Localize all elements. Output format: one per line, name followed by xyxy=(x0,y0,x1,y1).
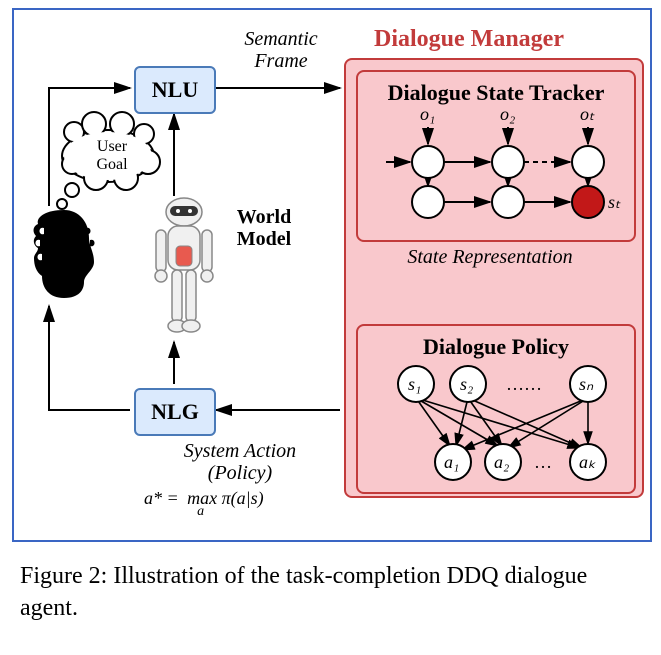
formula-sub: a xyxy=(197,504,204,520)
nlu-box: NLU xyxy=(134,66,216,114)
formula-lhs: a* = xyxy=(144,488,179,508)
policy-formula: a* = max π(a|s) a xyxy=(144,488,264,509)
a-ellipsis: … xyxy=(534,452,552,473)
tracker-graph xyxy=(358,72,634,240)
obs-label-t: oₜ xyxy=(580,104,594,125)
tracker-panel: Dialogue State Tracker xyxy=(356,70,636,242)
semantic-frame-label: SemanticFrame xyxy=(226,28,336,72)
nlg-box: NLG xyxy=(134,388,216,436)
world-model-label: WorldModel xyxy=(224,206,304,250)
a2-label: a₂ xyxy=(494,452,509,473)
robot-icon xyxy=(155,198,213,332)
figure-caption: Figure 2: Illustration of the task-compl… xyxy=(20,560,640,625)
dialogue-manager-title: Dialogue Manager xyxy=(374,26,564,53)
dialogue-manager-panel: Dialogue State Tracker xyxy=(344,58,644,498)
obs-label-2: o₂ xyxy=(500,104,515,125)
sn-label: sₙ xyxy=(579,374,593,395)
ak-label: aₖ xyxy=(579,452,596,473)
figure-box: UserGoal NLU NLG SemanticFrame WorldMode… xyxy=(12,8,652,542)
user-head-icon xyxy=(34,210,95,298)
policy-panel: Dialogue Policy xyxy=(356,324,636,494)
outer-frame: UserGoal NLU NLG SemanticFrame WorldMode… xyxy=(0,0,661,655)
state-representation-label: State Representation xyxy=(360,246,620,268)
user-goal-label: UserGoal xyxy=(82,138,142,173)
state-label-st: sₜ xyxy=(608,192,620,213)
a1-label: a₁ xyxy=(444,452,459,473)
s-ellipsis: …… xyxy=(506,374,542,395)
s1-label: s₁ xyxy=(408,374,421,395)
s2-label: s₂ xyxy=(460,374,473,395)
system-action-label: System Action(Policy) xyxy=(160,440,320,484)
obs-label-1: o₁ xyxy=(420,104,435,125)
